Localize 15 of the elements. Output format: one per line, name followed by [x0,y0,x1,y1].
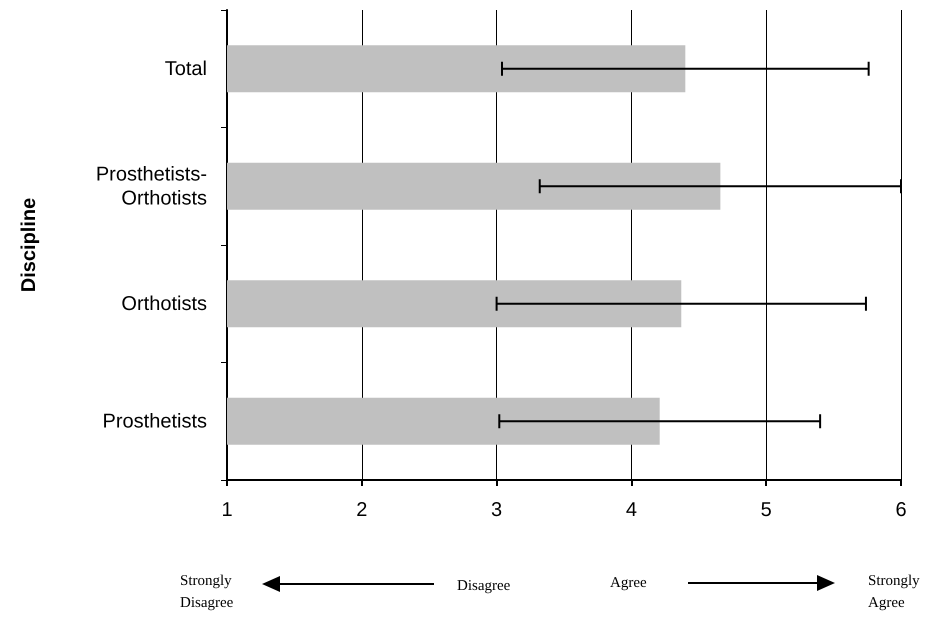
y-tick-label: Total [164,58,207,80]
x-tick-label: 1 [221,499,233,521]
x-tick-label: 2 [356,499,368,521]
x-tick-label: 6 [895,499,907,521]
y-tick-label: Orthotists [121,292,207,315]
y-tick-label: Prosthetists- Orthotists [96,163,207,210]
text: Strongly Agree [868,572,920,613]
y-axis-title: Discipline [18,198,40,292]
text: Disagree [457,577,510,596]
x-tick-label: 3 [491,499,502,521]
x-tick-label: 5 [760,499,772,521]
x-tick-label: 4 [626,499,637,521]
text: Agree [610,574,647,593]
text: Strongly Disagree [180,572,234,613]
y-tick-label: Prosthetists [102,410,207,432]
